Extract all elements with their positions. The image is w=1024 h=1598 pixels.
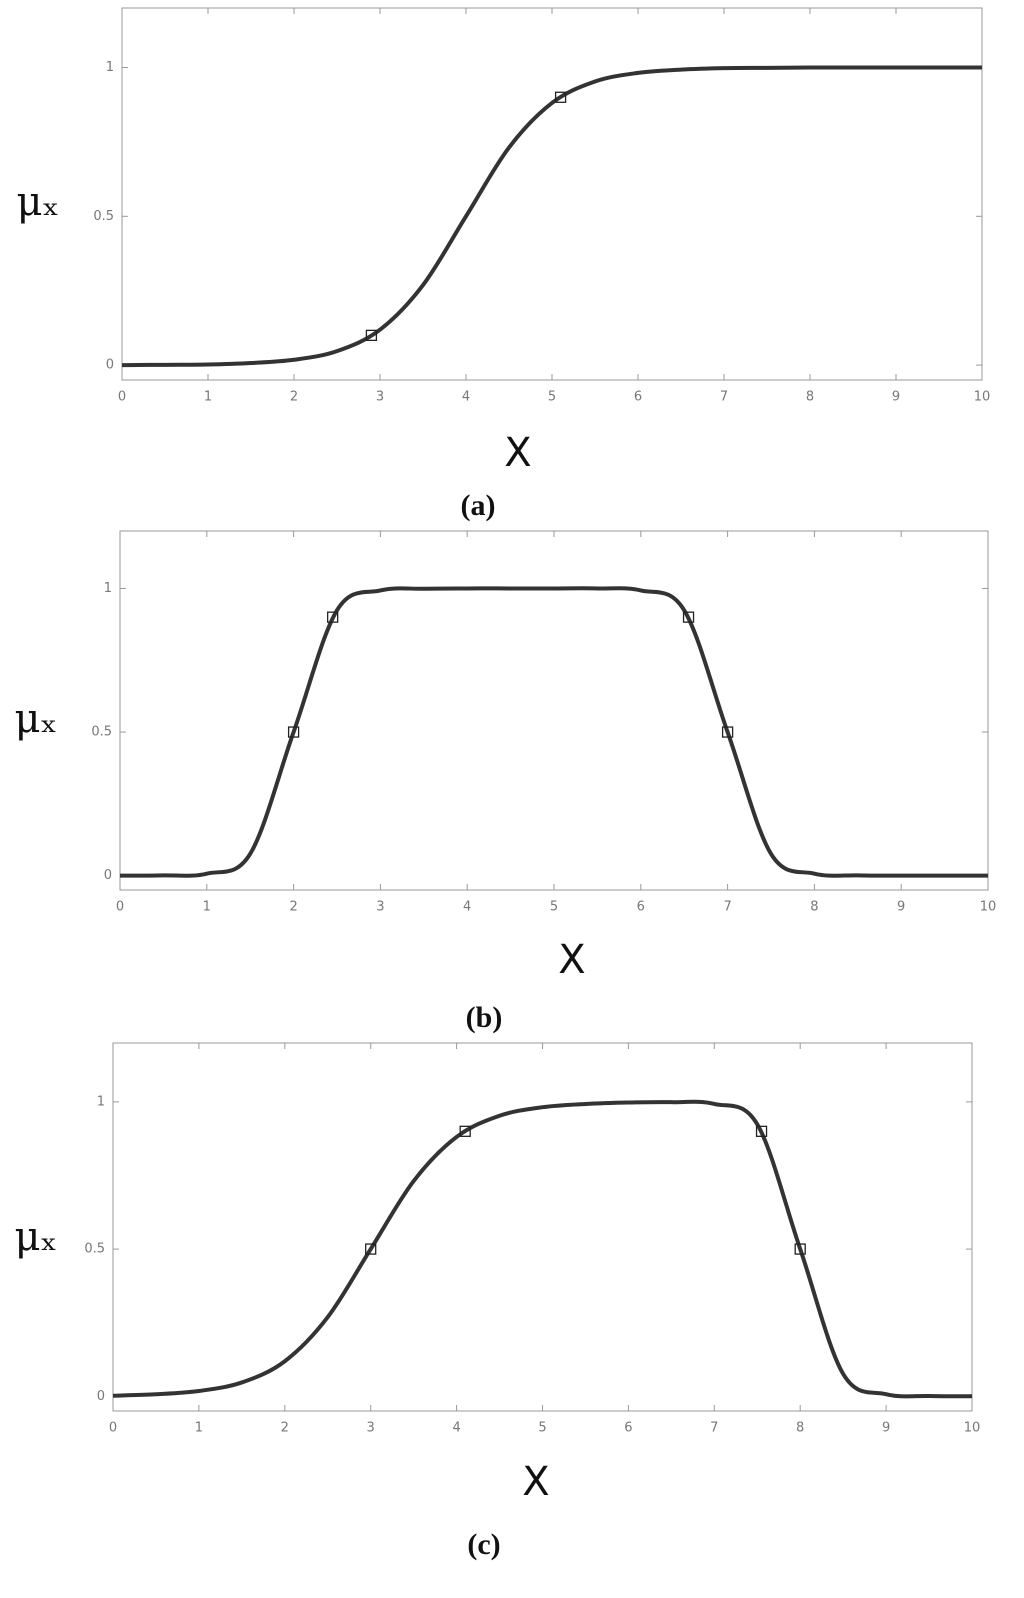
marker xyxy=(365,329,378,342)
marker xyxy=(365,1243,377,1255)
x-tick-label: 1 xyxy=(195,1421,203,1436)
y-tick-label: 0 xyxy=(104,868,112,883)
y-tick-label: 0 xyxy=(106,358,114,373)
x-tick-label: 6 xyxy=(624,1421,632,1436)
y-tick-label: 1 xyxy=(106,60,114,75)
caption: (a) xyxy=(461,489,496,522)
y-tick-label: 1 xyxy=(104,581,112,596)
plot-frame xyxy=(119,530,989,891)
x-tick-label: 3 xyxy=(376,900,384,915)
caption: (c) xyxy=(467,1528,500,1561)
marker xyxy=(287,726,300,738)
x-tick-label: 5 xyxy=(538,1421,546,1436)
curve xyxy=(119,586,988,878)
x-tick-label: 2 xyxy=(281,1421,289,1436)
x-tick-label: 0 xyxy=(109,1421,117,1436)
marker xyxy=(794,1243,806,1255)
y-tick-label: 0.5 xyxy=(91,725,112,740)
curve xyxy=(121,65,982,368)
x-tick-label: 9 xyxy=(882,1421,890,1436)
marker xyxy=(682,611,695,623)
caption: (b) xyxy=(466,1001,503,1034)
x-tick-label: 7 xyxy=(720,390,728,405)
y-axis-label: μₓ xyxy=(17,179,60,225)
marker xyxy=(459,1125,471,1137)
plot-frame xyxy=(112,1042,973,1412)
y-tick-label: 0.5 xyxy=(93,209,114,224)
x-tick-label: 4 xyxy=(463,900,471,915)
x-tick-label: 8 xyxy=(796,1421,804,1436)
x-axis-label: X xyxy=(504,430,531,476)
x-tick-label: 2 xyxy=(290,390,298,405)
y-axis-label: μₓ xyxy=(15,696,58,742)
x-tick-label: 5 xyxy=(550,900,558,915)
plot-frame xyxy=(121,7,983,381)
y-tick-label: 1 xyxy=(97,1094,105,1109)
x-tick-label: 9 xyxy=(892,390,900,405)
x-tick-label: 5 xyxy=(548,390,556,405)
x-tick-label: 1 xyxy=(203,900,211,915)
x-tick-label: 7 xyxy=(723,900,731,915)
x-tick-label: 0 xyxy=(118,390,126,405)
x-tick-label: 1 xyxy=(204,390,212,405)
y-tick-label: 0 xyxy=(97,1389,105,1404)
x-tick-label: 0 xyxy=(116,900,124,915)
x-tick-label: 9 xyxy=(897,900,905,915)
x-tick-label: 8 xyxy=(806,390,814,405)
x-tick-label: 4 xyxy=(452,1421,460,1436)
x-tick-label: 7 xyxy=(710,1421,718,1436)
x-tick-label: 2 xyxy=(289,900,297,915)
x-tick-label: 10 xyxy=(964,1421,981,1436)
x-tick-label: 3 xyxy=(367,1421,375,1436)
x-tick-label: 4 xyxy=(462,390,470,405)
y-axis-label: μₓ xyxy=(15,1214,58,1260)
y-tick-label: 0.5 xyxy=(84,1242,105,1257)
x-tick-label: 10 xyxy=(974,390,991,405)
x-tick-label: 6 xyxy=(634,390,642,405)
x-tick-label: 3 xyxy=(376,390,384,405)
x-tick-label: 8 xyxy=(810,900,818,915)
x-axis-label: X xyxy=(558,937,585,983)
marker xyxy=(554,91,567,103)
x-tick-label: 6 xyxy=(637,900,645,915)
x-axis-label: X xyxy=(522,1459,549,1505)
curve xyxy=(112,1099,973,1399)
marker xyxy=(327,611,339,623)
x-tick-label: 10 xyxy=(980,900,997,915)
marker xyxy=(721,726,734,738)
marker xyxy=(755,1125,768,1137)
